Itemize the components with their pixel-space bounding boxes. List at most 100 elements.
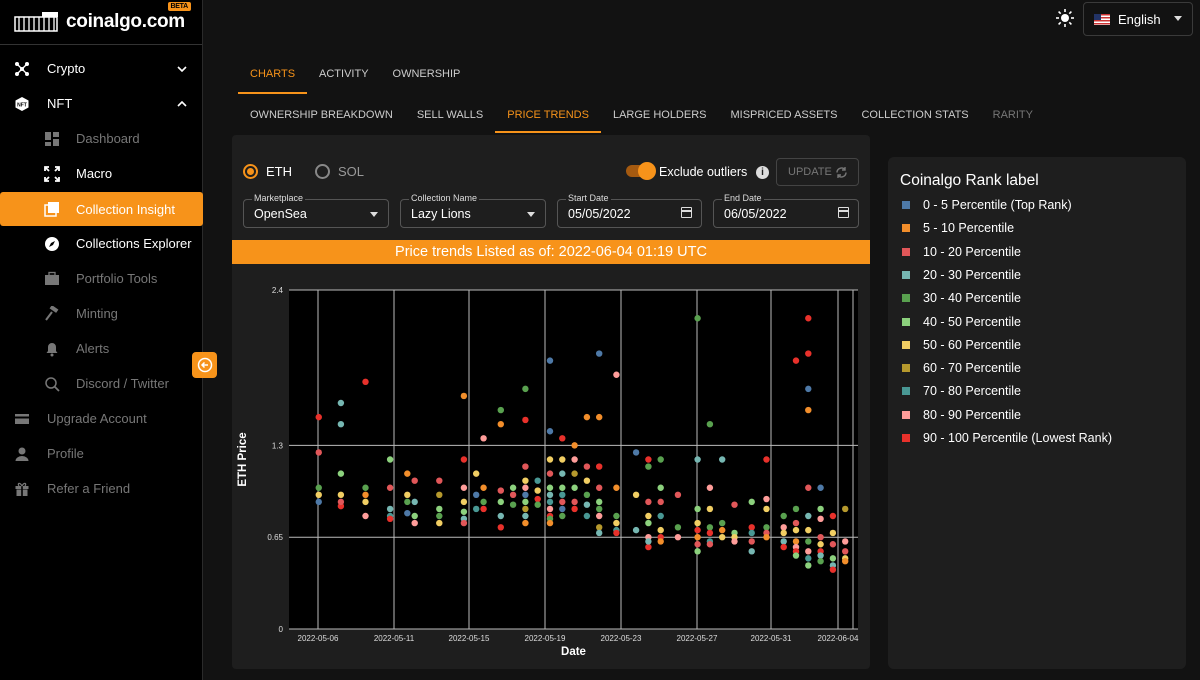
update-button[interactable]: UPDATE — [776, 158, 859, 186]
x-tick-label: 2022-05-23 — [601, 634, 642, 643]
data-point — [694, 548, 701, 555]
sidebar-item-profile[interactable]: Profile — [0, 436, 203, 471]
data-point — [842, 548, 849, 555]
legend-label: 5 - 10 Percentile — [923, 221, 1015, 236]
start-date-input[interactable]: Start Date 05/05/2022 — [557, 193, 702, 228]
price-trends-banner: Price trends Listed as of: 2022-06-04 01… — [232, 240, 870, 264]
data-point — [571, 505, 578, 513]
sidebar-item-alerts[interactable]: Alerts — [0, 331, 203, 366]
data-point — [497, 498, 504, 506]
tab-rarity[interactable]: RARITY — [992, 109, 1033, 121]
sidebar-item-crypto[interactable]: Crypto — [0, 51, 203, 86]
sidebar-item-upgrade-account[interactable]: Upgrade Account — [0, 401, 203, 436]
eth-radio[interactable]: ETH — [243, 164, 292, 179]
exclude-outliers-toggle[interactable] — [626, 162, 656, 180]
data-point — [411, 512, 418, 520]
data-point — [534, 487, 541, 494]
data-point — [817, 552, 824, 559]
data-point — [460, 392, 468, 400]
sidebar-item-macro[interactable]: Macro — [0, 156, 203, 191]
info-icon[interactable]: i — [756, 166, 769, 179]
data-point — [706, 524, 714, 531]
data-point — [583, 463, 591, 470]
data-point — [337, 399, 345, 407]
data-point — [596, 512, 603, 520]
sidebar-item-nft[interactable]: NFT NFT — [0, 86, 203, 121]
y-tick-label: 0 — [279, 625, 284, 634]
tab-activity[interactable]: ACTIVITY — [319, 68, 369, 80]
gift-icon — [14, 481, 30, 497]
data-point — [613, 519, 620, 527]
end-date-input[interactable]: End Date 06/05/2022 — [713, 193, 859, 228]
legend-title: Coinalgo Rank label — [900, 172, 1039, 189]
sidebar-item-dashboard[interactable]: Dashboard — [0, 121, 203, 156]
data-point — [731, 501, 738, 508]
legend-swatch — [902, 387, 910, 396]
tab-ownership-breakdown[interactable]: OWNERSHIP BREAKDOWN — [250, 109, 393, 121]
data-point — [522, 416, 529, 424]
data-point — [571, 484, 578, 491]
sidebar-item-portfolio-tools[interactable]: Portfolio Tools — [0, 261, 203, 296]
data-point — [694, 533, 701, 541]
data-point — [546, 456, 554, 463]
tab-price-trends[interactable]: PRICE TRENDS — [495, 100, 601, 133]
logo[interactable]: coinalgo.com BETA — [0, 0, 202, 45]
data-point — [694, 505, 701, 513]
data-point — [780, 529, 787, 537]
legend-swatch — [902, 247, 910, 256]
data-point — [748, 548, 755, 555]
calendar-icon[interactable] — [838, 207, 849, 218]
data-point — [596, 529, 603, 537]
data-point — [480, 435, 487, 442]
alert-icon — [44, 341, 60, 357]
tab-charts[interactable]: CHARTS — [238, 60, 308, 94]
sidebar-item-collection-insight[interactable]: Collection Insight — [0, 192, 203, 226]
sidebar-item-label: Alerts — [76, 341, 110, 356]
sol-radio[interactable]: SOL — [315, 164, 364, 179]
theme-toggle-sun-icon[interactable] — [1055, 8, 1075, 28]
data-point — [763, 524, 770, 531]
legend-item: 50 - 60 Percentile — [902, 338, 1021, 352]
tab-sell-walls[interactable]: SELL WALLS — [416, 109, 484, 121]
sidebar-item-refer-a-friend[interactable]: Refer a Friend — [0, 471, 203, 506]
data-point — [386, 515, 394, 523]
sidebar-item-label: Crypto — [47, 61, 86, 76]
data-point — [706, 484, 714, 491]
data-point — [706, 529, 714, 537]
radio-unchecked-icon — [315, 164, 330, 179]
data-point — [805, 526, 812, 534]
data-point — [546, 505, 554, 513]
chevron-down-icon[interactable] — [177, 63, 187, 75]
data-point — [534, 501, 541, 508]
update-label: UPDATE — [788, 166, 832, 178]
collapse-sidebar-button[interactable] — [192, 352, 217, 378]
marketplace-select[interactable]: Marketplace OpenSea — [243, 193, 389, 228]
data-point — [645, 498, 652, 506]
y-tick-label: 2.4 — [272, 286, 284, 295]
tab-mispriced-assets[interactable]: MISPRICED ASSETS — [730, 109, 838, 121]
data-point — [829, 566, 837, 573]
data-point — [411, 477, 418, 484]
network-icon — [14, 61, 30, 77]
data-point — [480, 484, 487, 491]
dashboard-icon — [44, 131, 60, 147]
tab-large-holders[interactable]: LARGE HOLDERS — [612, 109, 707, 121]
chevron-down-icon — [1174, 16, 1182, 21]
language-select[interactable]: English — [1083, 2, 1193, 36]
data-point — [674, 524, 682, 531]
collection-select[interactable]: Collection Name Lazy Lions — [400, 193, 546, 228]
tab-ownership[interactable]: OWNERSHIP — [392, 68, 461, 80]
chevron-up-icon[interactable] — [177, 98, 187, 110]
data-point — [534, 477, 541, 484]
tab-collection-stats[interactable]: COLLECTION STATS — [861, 109, 969, 121]
legend-item: 20 - 30 Percentile — [902, 268, 1021, 282]
calendar-icon[interactable] — [681, 207, 692, 218]
sidebar-item-collections-explorer[interactable]: Collections Explorer — [0, 226, 203, 261]
data-point — [748, 498, 755, 506]
data-point — [792, 505, 800, 513]
legend-label: 80 - 90 Percentile — [923, 407, 1021, 422]
data-point — [559, 484, 566, 491]
sidebar-item-minting[interactable]: Minting — [0, 296, 203, 331]
sidebar-item-discord-twitter[interactable]: Discord / Twitter — [0, 366, 203, 401]
data-point — [460, 498, 468, 506]
